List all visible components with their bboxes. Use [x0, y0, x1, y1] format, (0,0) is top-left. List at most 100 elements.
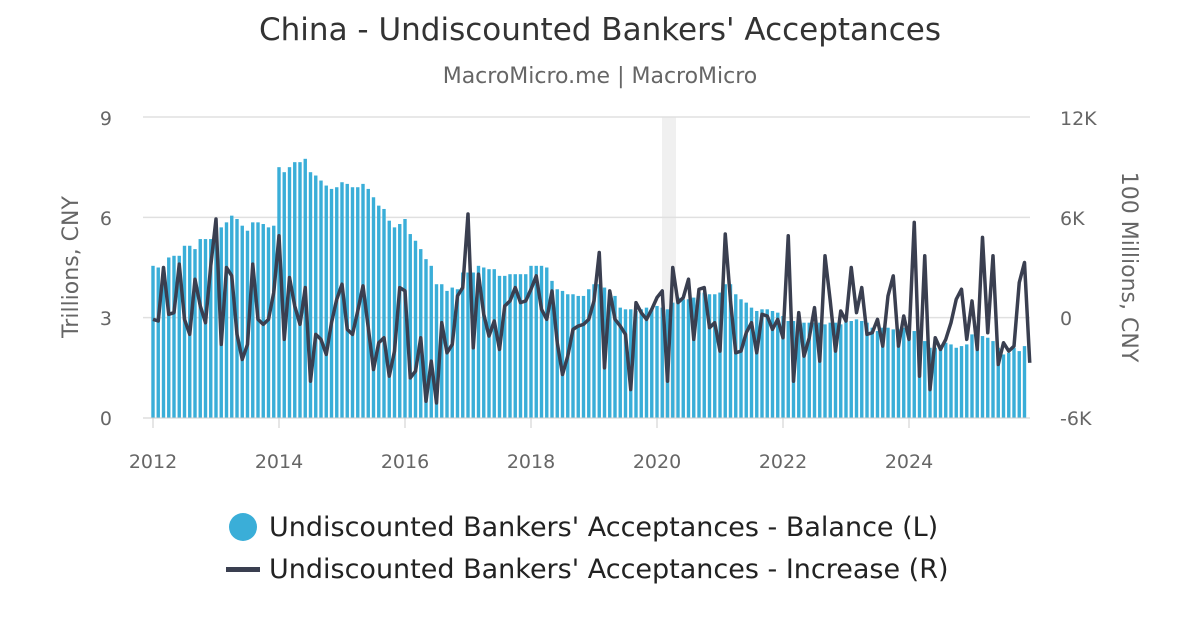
balance-bar: [293, 162, 297, 418]
balance-bar: [156, 267, 160, 418]
balance-bar: [177, 255, 181, 418]
balance-bar: [592, 284, 596, 418]
balance-bar: [650, 309, 654, 418]
balance-bar: [361, 183, 365, 418]
balance-bar: [581, 295, 586, 418]
balance-bar: [755, 310, 759, 418]
balance-bar: [434, 284, 439, 418]
balance-bar: [854, 319, 859, 418]
balance-bar: [571, 294, 575, 418]
balance-bar: [760, 309, 764, 418]
balance-bar: [398, 224, 402, 418]
left-tick-label: 0: [100, 408, 112, 430]
grid-lines: [143, 116, 1030, 319]
balance-bar: [959, 346, 964, 418]
x-tick-label: 2014: [255, 451, 303, 473]
balance-bar: [461, 272, 465, 418]
balance-bar: [413, 240, 418, 418]
balance-bar: [797, 319, 801, 418]
balance-bar: [781, 315, 785, 418]
balance-bar: [949, 344, 953, 418]
balance-bar: [718, 292, 722, 418]
balance-bar: [776, 312, 780, 418]
balance-bar: [676, 297, 680, 418]
balance-bar: [875, 331, 880, 418]
balance-bar: [912, 331, 916, 418]
balance-bar: [1012, 347, 1016, 418]
balance-bar: [492, 269, 496, 418]
balance-bar: [849, 321, 853, 418]
balance-bar: [314, 175, 318, 418]
balance-bar: [545, 267, 549, 418]
balance-bar: [823, 324, 827, 418]
balance-bar: [749, 307, 754, 418]
balance-bar: [608, 290, 612, 418]
balance-bar: [860, 321, 864, 418]
balance-bar: [734, 294, 738, 418]
balance-bar: [660, 307, 664, 418]
balance-bar: [587, 289, 591, 418]
balance-bar: [970, 334, 974, 418]
legend-bar-marker: [229, 513, 257, 541]
left-tick-label: 3: [100, 308, 112, 330]
balance-bar: [965, 344, 969, 418]
balance-bar: [923, 341, 927, 418]
balance-bar: [440, 284, 444, 418]
legend-item-increase[interactable]: Undiscounted Bankers' Acceptances - Incr…: [224, 548, 949, 590]
balance-bar: [623, 309, 628, 418]
balance-bar: [1017, 351, 1021, 418]
balance-bar: [161, 267, 166, 418]
balance-bar: [786, 321, 790, 418]
balance-bar: [896, 329, 901, 418]
balance-bar: [424, 259, 428, 418]
balance-bar: [392, 227, 397, 418]
balance-bar: [954, 347, 958, 418]
balance-bar: [251, 222, 255, 418]
legend-item-balance[interactable]: Undiscounted Bankers' Acceptances - Bala…: [224, 506, 949, 548]
balance-bar: [828, 322, 832, 418]
balance-bar: [1007, 352, 1011, 418]
balance-bar: [597, 284, 601, 418]
balance-bar: [639, 309, 643, 418]
balance-bar: [329, 188, 334, 418]
balance-bar: [230, 215, 234, 418]
balance-bar: [634, 310, 638, 418]
balance-bar: [702, 292, 706, 418]
balance-bar: [933, 347, 937, 418]
balance-bar: [902, 327, 906, 418]
balance-bar: [350, 187, 355, 418]
balance-bar: [686, 299, 691, 418]
balance-bar: [282, 172, 286, 418]
balance-bar: [503, 275, 507, 418]
x-tick-label: 2012: [129, 451, 177, 473]
right-tick-label: 6K: [1060, 208, 1085, 230]
x-tick-label: 2024: [885, 451, 933, 473]
balance-bar: [655, 305, 659, 418]
balance-bar: [618, 307, 622, 418]
balance-bar: [182, 245, 187, 418]
balance-bar: [812, 322, 817, 418]
balance-bar: [214, 230, 218, 418]
balance-bar: [1022, 346, 1027, 418]
balance-bar: [807, 322, 811, 418]
balance-bar: [986, 337, 990, 418]
balance-bar: [340, 182, 344, 418]
legend: Undiscounted Bankers' Acceptances - Bala…: [224, 506, 949, 590]
balance-bar: [870, 327, 874, 418]
balance-bar: [513, 274, 517, 418]
legend-line-marker: [226, 566, 260, 572]
left-tick-label: 9: [100, 108, 112, 130]
x-tick-label: 2018: [507, 451, 555, 473]
balance-bar: [455, 289, 460, 418]
balance-bar: [671, 302, 675, 418]
left-tick-label: 6: [100, 208, 112, 230]
balance-bar: [739, 299, 743, 418]
balance-bar: [865, 322, 869, 418]
right-axis-tick-labels: -6K 0 6K 12K: [1060, 108, 1097, 430]
chart-title: China - Undiscounted Bankers' Acceptance…: [259, 12, 941, 48]
balance-bar: [555, 289, 559, 418]
balance-bar: [765, 309, 769, 418]
left-axis-tick-labels: 0 3 6 9: [100, 108, 112, 430]
right-tick-label: 0: [1060, 308, 1072, 330]
